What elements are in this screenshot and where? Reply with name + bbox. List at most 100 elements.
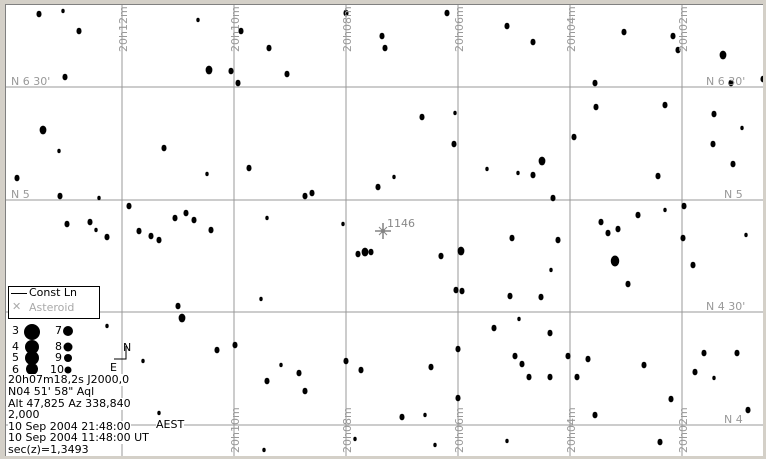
star bbox=[368, 248, 374, 256]
star bbox=[663, 207, 667, 213]
ra-label-top: 20h08m bbox=[341, 6, 354, 52]
mag-label: 8 bbox=[55, 340, 62, 353]
star bbox=[302, 192, 308, 200]
star bbox=[491, 324, 497, 332]
star bbox=[451, 140, 457, 148]
star bbox=[690, 261, 696, 269]
star bbox=[680, 234, 686, 242]
ra-label-top: 20h10m bbox=[229, 6, 242, 52]
star bbox=[550, 194, 556, 202]
star bbox=[455, 345, 461, 353]
magnitude-dot bbox=[63, 342, 73, 352]
compass-north: N bbox=[123, 341, 132, 354]
star bbox=[156, 236, 162, 244]
magnitude-dot bbox=[64, 366, 72, 374]
star bbox=[538, 293, 544, 301]
star bbox=[701, 349, 707, 357]
star bbox=[205, 65, 213, 75]
mag-label: 4 bbox=[12, 340, 19, 353]
ra-label-bottom: 20h08m bbox=[341, 407, 354, 453]
star-chart[interactable]: 20h12m 20h10m 20h08m 20h06m 20h04m 20h02… bbox=[5, 4, 763, 456]
star bbox=[728, 79, 734, 87]
star bbox=[670, 32, 676, 40]
star bbox=[605, 229, 611, 237]
star bbox=[598, 218, 604, 226]
star bbox=[94, 227, 98, 233]
star bbox=[509, 234, 515, 242]
compass-east: E bbox=[110, 361, 117, 374]
star bbox=[710, 140, 716, 148]
star bbox=[745, 406, 751, 414]
star bbox=[438, 252, 444, 260]
info-dec: N04 51' 58" Aql bbox=[8, 385, 95, 398]
dec-label: N 5 bbox=[11, 188, 30, 201]
star bbox=[228, 67, 234, 75]
star bbox=[361, 247, 369, 257]
star bbox=[64, 220, 70, 228]
star bbox=[296, 369, 302, 377]
star bbox=[734, 349, 740, 357]
asteroid-label[interactable]: 1146 bbox=[387, 217, 415, 230]
star bbox=[136, 227, 142, 235]
star bbox=[208, 226, 214, 234]
ra-label-bottom: 20h02m bbox=[677, 407, 690, 453]
sky-map[interactable] bbox=[6, 5, 763, 456]
star bbox=[621, 28, 627, 36]
compass-lines bbox=[114, 346, 127, 360]
star bbox=[343, 357, 349, 365]
ra-label-top: 20h06m bbox=[453, 6, 466, 52]
star bbox=[172, 214, 178, 222]
star bbox=[668, 395, 674, 403]
star bbox=[232, 341, 238, 349]
star bbox=[87, 218, 93, 226]
star bbox=[97, 195, 101, 201]
star bbox=[353, 436, 357, 442]
star bbox=[453, 110, 457, 116]
star bbox=[453, 286, 459, 294]
star bbox=[266, 44, 272, 52]
magnitude-dot bbox=[64, 354, 72, 362]
star bbox=[238, 27, 244, 35]
star bbox=[641, 361, 647, 369]
dec-label: N 4 bbox=[724, 413, 743, 426]
const-line-sample bbox=[11, 293, 27, 294]
dec-label: N 6 30' bbox=[11, 75, 51, 88]
cross-icon: ✕ bbox=[12, 300, 22, 313]
star bbox=[157, 410, 161, 416]
magnitude-dot bbox=[25, 351, 39, 365]
info-altaz: Alt 47,825 Az 338,840 bbox=[8, 397, 131, 410]
star bbox=[262, 447, 266, 453]
star bbox=[655, 172, 661, 180]
star bbox=[547, 373, 553, 381]
star bbox=[571, 133, 577, 141]
star bbox=[760, 75, 763, 83]
legend-asteroid: Asteroid bbox=[29, 301, 75, 314]
ra-label-top: 20h02m bbox=[677, 6, 690, 52]
star bbox=[39, 125, 47, 135]
star bbox=[740, 125, 744, 131]
magnitude-dot bbox=[24, 324, 40, 340]
star bbox=[265, 215, 269, 221]
star bbox=[178, 313, 186, 323]
star bbox=[399, 413, 405, 421]
star bbox=[246, 164, 252, 172]
info-local-time: 10 Sep 2004 21:48:00 bbox=[8, 420, 131, 433]
star bbox=[744, 232, 748, 238]
star bbox=[635, 211, 641, 219]
star bbox=[309, 189, 315, 197]
ra-label-bottom: 20h10m bbox=[229, 407, 242, 453]
star bbox=[358, 366, 364, 374]
star bbox=[593, 103, 599, 111]
star bbox=[692, 368, 698, 376]
star bbox=[730, 160, 736, 168]
star bbox=[505, 438, 509, 444]
star bbox=[104, 233, 110, 241]
dec-label: N 4 30' bbox=[706, 300, 746, 313]
info-ut-time: 10 Sep 2004 11:48:00 UT bbox=[8, 431, 149, 444]
star bbox=[459, 287, 465, 295]
star bbox=[516, 170, 520, 176]
star bbox=[259, 296, 263, 302]
star bbox=[105, 323, 109, 329]
magnitude-dot bbox=[26, 363, 38, 375]
info-ra: 20h07m18,2s J2000,0 bbox=[8, 373, 130, 386]
